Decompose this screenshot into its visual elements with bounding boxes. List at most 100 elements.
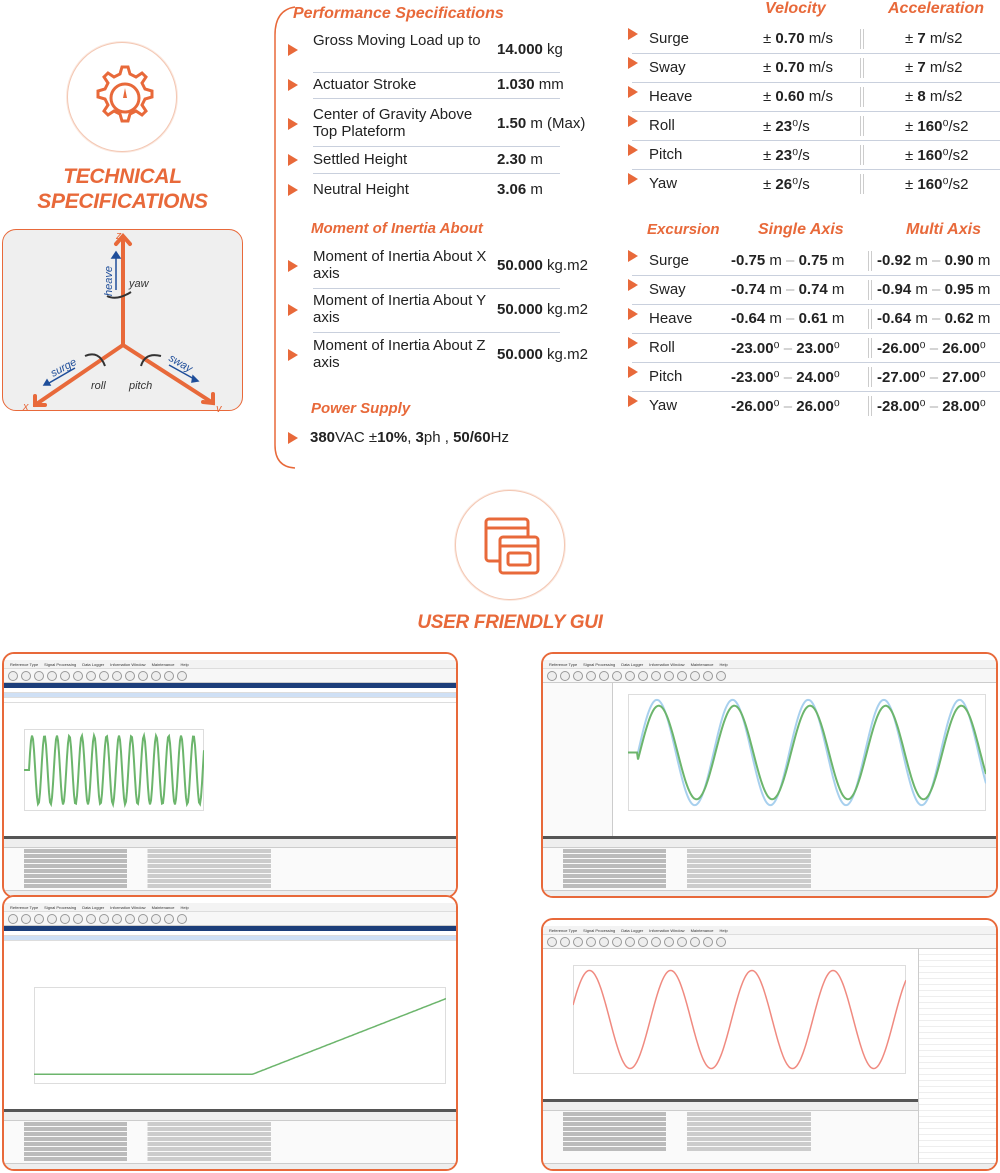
menu-item[interactable]: Reference Type — [10, 662, 39, 667]
toolbar-button[interactable] — [8, 671, 18, 681]
toolbar-button[interactable] — [586, 937, 596, 947]
toolbar-button[interactable] — [560, 671, 570, 681]
toolbar-button[interactable] — [599, 671, 609, 681]
menu-item[interactable]: Data Logger — [82, 662, 105, 667]
toolbar-button[interactable] — [547, 937, 557, 947]
toolbar-button[interactable] — [73, 914, 83, 924]
toolbar-button[interactable] — [560, 937, 570, 947]
table-row[interactable] — [4, 698, 456, 703]
toolbar-button[interactable] — [599, 937, 609, 947]
toolbar-button[interactable] — [47, 671, 57, 681]
toolbar-button[interactable] — [690, 937, 700, 947]
toolbar-button[interactable] — [677, 671, 687, 681]
signal-plot — [34, 987, 446, 1084]
menu-item[interactable]: Data Logger — [621, 662, 644, 667]
toolbar-button[interactable] — [177, 914, 187, 924]
menu-bar: Reference Type Signal Processing Data Logg… — [4, 903, 456, 912]
toolbar-button[interactable] — [21, 914, 31, 924]
menu-item[interactable]: Maintenance — [690, 928, 714, 933]
toolbar-button[interactable] — [125, 914, 135, 924]
toolbar-button[interactable] — [703, 671, 713, 681]
log-entry — [563, 1117, 976, 1121]
toolbar-button[interactable] — [86, 671, 96, 681]
toolbar-button[interactable] — [664, 937, 674, 947]
multi-axis-range: -0.94 m – 0.95 m — [877, 281, 991, 298]
table-row[interactable] — [4, 688, 456, 693]
menu-item[interactable]: Maintenance — [151, 662, 175, 667]
toolbar-button[interactable] — [73, 671, 83, 681]
y-axis-label: y — [215, 403, 223, 412]
toolbar-button[interactable] — [703, 937, 713, 947]
log-entry — [24, 879, 436, 883]
gui-screenshot-signal-generator: Reference Type Signal Processing Data Logg… — [2, 652, 458, 898]
toolbar-button[interactable] — [651, 671, 661, 681]
table-header — [4, 683, 456, 688]
toolbar-button[interactable] — [151, 914, 161, 924]
menu-item[interactable]: Signal Processing — [583, 662, 616, 667]
menu-item[interactable]: Information Window — [110, 662, 146, 667]
toolbar-button[interactable] — [177, 671, 187, 681]
toolbar-button[interactable] — [625, 671, 635, 681]
menu-item[interactable]: Reference Type — [549, 662, 578, 667]
menu-item[interactable]: Help — [719, 928, 728, 933]
toolbar-button[interactable] — [8, 914, 18, 924]
toolbar-button[interactable] — [547, 671, 557, 681]
toolbar-button[interactable] — [60, 671, 70, 681]
menu-item[interactable]: Information Window — [110, 905, 146, 910]
menu-item[interactable]: Signal Processing — [44, 905, 77, 910]
toolbar-button[interactable] — [138, 914, 148, 924]
table-row[interactable] — [4, 931, 456, 936]
table-row[interactable] — [4, 693, 456, 698]
column-divider — [860, 174, 864, 194]
toolbar-button[interactable] — [112, 671, 122, 681]
toolbar-button[interactable] — [573, 937, 583, 947]
menu-item[interactable]: Information Window — [649, 928, 685, 933]
toolbar-button[interactable] — [677, 937, 687, 947]
menu-item[interactable]: Information Window — [649, 662, 685, 667]
menu-item[interactable]: Data Logger — [621, 928, 644, 933]
toolbar-button[interactable] — [638, 671, 648, 681]
toolbar-button[interactable] — [112, 914, 122, 924]
axis-label: Yaw — [649, 397, 678, 414]
toolbar-button[interactable] — [86, 914, 96, 924]
axis-label: Sway — [649, 281, 686, 298]
toolbar-button[interactable] — [612, 937, 622, 947]
toolbar-button[interactable] — [625, 937, 635, 947]
toolbar-button[interactable] — [125, 671, 135, 681]
toolbar-button[interactable] — [164, 671, 174, 681]
toolbar-button[interactable] — [34, 671, 44, 681]
toolbar-button[interactable] — [151, 671, 161, 681]
toolbar-button[interactable] — [138, 671, 148, 681]
divider — [313, 72, 560, 73]
menu-item[interactable]: Data Logger — [82, 905, 105, 910]
table-row[interactable] — [4, 936, 456, 941]
menu-item[interactable]: Signal Processing — [583, 928, 616, 933]
menu-item[interactable]: Help — [180, 662, 189, 667]
toolbar-button[interactable] — [716, 937, 726, 947]
menu-item[interactable]: Help — [719, 662, 728, 667]
toolbar-button[interactable] — [99, 914, 109, 924]
velocity-value: ± 26⁰/s — [763, 176, 810, 193]
toolbar-button[interactable] — [664, 671, 674, 681]
menu-item[interactable]: Reference Type — [10, 905, 39, 910]
log-entry — [563, 849, 976, 853]
toolbar-button[interactable] — [47, 914, 57, 924]
menu-item[interactable]: Maintenance — [690, 662, 714, 667]
toolbar-button[interactable] — [586, 671, 596, 681]
toolbar-button[interactable] — [573, 671, 583, 681]
toolbar-button[interactable] — [99, 671, 109, 681]
excursion-header: Excursion — [647, 221, 720, 238]
toolbar-button[interactable] — [638, 937, 648, 947]
toolbar-button[interactable] — [716, 671, 726, 681]
toolbar-button[interactable] — [21, 671, 31, 681]
menu-item[interactable]: Help — [180, 905, 189, 910]
toolbar-button[interactable] — [60, 914, 70, 924]
menu-item[interactable]: Signal Processing — [44, 662, 77, 667]
toolbar-button[interactable] — [34, 914, 44, 924]
toolbar-button[interactable] — [690, 671, 700, 681]
toolbar-button[interactable] — [164, 914, 174, 924]
menu-item[interactable]: Reference Type — [549, 928, 578, 933]
toolbar-button[interactable] — [612, 671, 622, 681]
menu-item[interactable]: Maintenance — [151, 905, 175, 910]
toolbar-button[interactable] — [651, 937, 661, 947]
